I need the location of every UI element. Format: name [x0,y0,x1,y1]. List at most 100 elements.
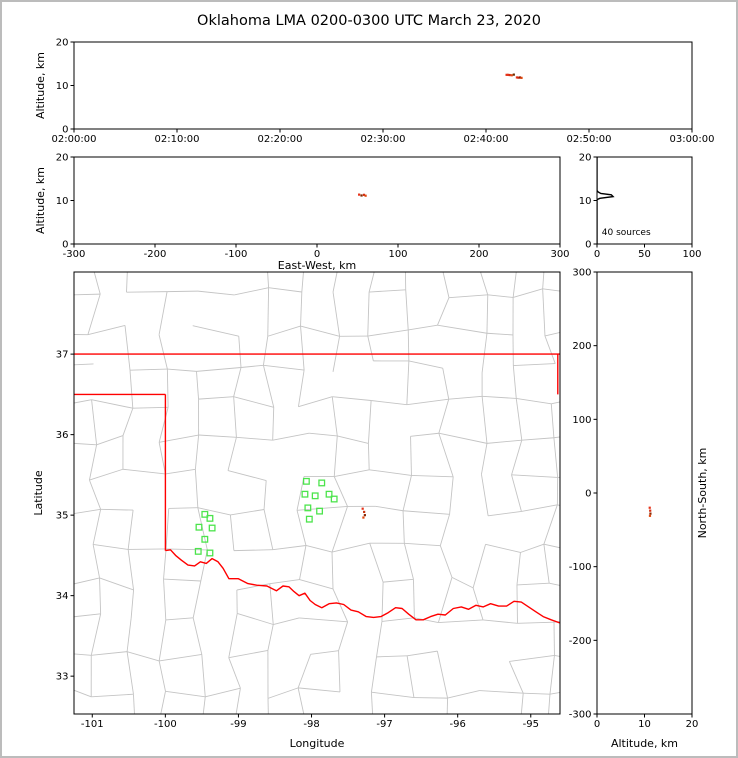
county-line [405,289,409,330]
county-line [89,479,102,510]
x-tick-label: -99 [230,719,246,730]
county-line [126,651,134,695]
county-line [168,507,198,509]
y-tick-label: 20 [579,153,592,164]
county-line [442,368,450,400]
county-line [91,399,98,445]
county-line [305,545,333,553]
x-tick-label: -98 [303,719,319,730]
county-line [205,687,241,698]
county-line [227,470,267,481]
y-tick-label: -200 [569,636,592,647]
vhf-source-point [361,507,364,510]
county-line [74,577,100,585]
county-line [300,291,303,327]
county-line [129,370,134,409]
x-tick-label: 10 [638,719,651,730]
county-line [413,697,448,699]
x-tick-label: 03:00:00 [670,134,715,145]
county-line [196,367,242,372]
county-line [542,288,546,337]
county-line [160,691,166,714]
county-line [194,434,200,470]
county-line [520,543,545,553]
county-line [480,272,489,295]
axes-frame [73,156,561,245]
county-line [122,408,134,436]
county-line [200,549,208,582]
county-line [74,442,97,446]
county-line [331,542,370,553]
lma-station-marker [201,510,209,518]
x-tick-label: -96 [450,719,466,730]
county-line [158,660,166,692]
vhf-source-point [363,514,366,517]
county-line [482,395,517,399]
county-line [481,474,489,516]
county-line [543,544,550,584]
county-line [299,545,307,580]
county-line [127,549,135,591]
county-line [381,617,415,622]
county-line [133,694,135,714]
x-tick-label: -300 [63,249,86,260]
county-line [167,368,197,372]
county-line [298,687,341,693]
county-line [481,396,488,444]
county-line [331,552,334,589]
axes-frame [596,271,693,715]
county-line [309,432,338,437]
county-line [310,650,339,655]
county-line [338,621,349,651]
county-line [297,369,305,407]
county-line [192,325,239,337]
county-line [521,437,554,441]
county-line [404,542,441,547]
county-line [515,398,523,441]
county-line [263,364,305,371]
county-line [229,514,235,551]
lma-station-marker [330,495,338,503]
county-line [272,407,275,441]
sources-annotation: 40 sources [602,228,651,238]
county-line [74,293,101,296]
county-line [383,578,414,583]
county-line [513,363,556,366]
county-line [74,399,92,404]
county-line [236,436,273,441]
y-tick-label: 10 [56,81,69,92]
county-line [228,657,241,689]
x-tick-label: 02:20:00 [258,134,303,145]
x-tick-label: 02:30:00 [361,134,406,145]
county-line [263,509,274,550]
county-line [240,364,264,368]
y-tick-label: 10 [56,196,69,207]
county-line [234,287,269,296]
county-line [166,369,169,408]
y-tick-label: 20 [56,153,69,164]
county-line [163,578,201,582]
lma-station-marker [325,490,333,498]
lma-station-marker [311,492,319,500]
lma-station-marker [194,547,202,555]
county-line [197,507,231,516]
county-line [367,292,370,337]
county-line [511,474,558,478]
y-tick-label: 0 [585,240,591,251]
county-line [333,476,348,507]
county-line [488,511,522,517]
county-line [332,272,338,293]
x-axis-label: East-West, km [278,259,356,272]
county-line [267,624,274,651]
county-line [338,650,341,692]
vhf-source-point [515,76,518,79]
lma-station-marker [208,524,216,532]
county-line [165,617,194,621]
panel-ew-height: -300 -200 -100 0 100 200 300 0 10 20 East-West, km… [34,153,570,273]
county-line [370,656,377,693]
y-tick-label: 20 [56,38,69,49]
county-line [557,476,560,478]
county-line [370,692,374,714]
vhf-source-point [505,73,508,76]
county-line [300,325,340,337]
